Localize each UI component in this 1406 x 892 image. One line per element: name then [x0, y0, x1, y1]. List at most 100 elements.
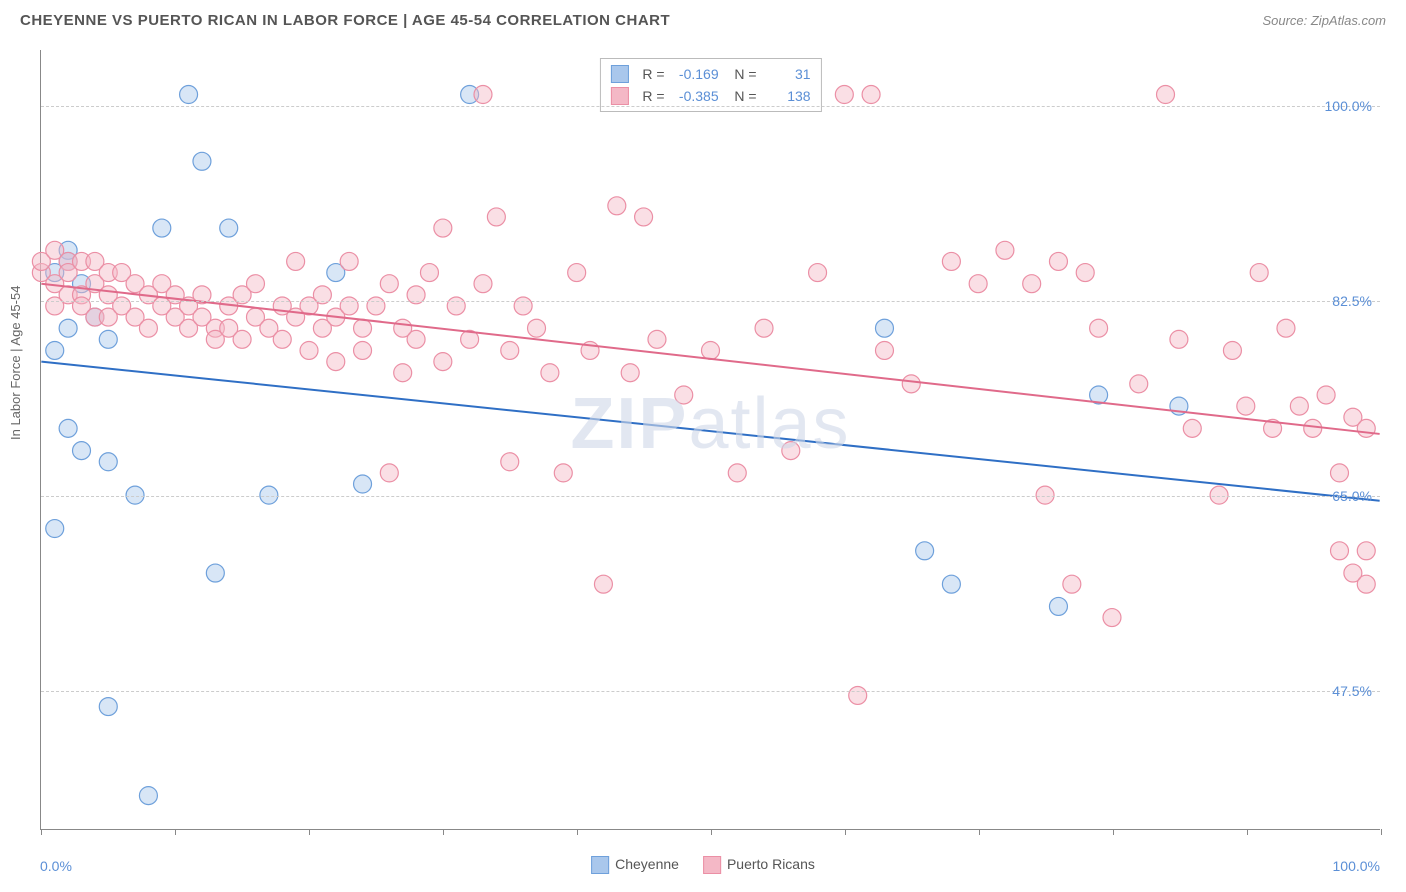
x-tick: [979, 829, 980, 835]
stat-r-value: -0.169: [673, 66, 719, 82]
x-tick: [309, 829, 310, 835]
data-point: [541, 364, 559, 382]
legend-item: Cheyenne: [591, 856, 679, 874]
legend-label: Puerto Ricans: [727, 856, 815, 872]
data-point: [233, 330, 251, 348]
data-point: [875, 319, 893, 337]
data-point: [514, 297, 532, 315]
data-point: [568, 264, 586, 282]
data-point: [554, 464, 572, 482]
y-tick-label: 47.5%: [1332, 683, 1372, 699]
stat-r-value: -0.385: [673, 88, 719, 104]
stats-legend-box: R = -0.169 N = 31 R = -0.385 N = 138: [599, 58, 821, 112]
data-point: [420, 264, 438, 282]
x-tick: [1113, 829, 1114, 835]
data-point: [407, 330, 425, 348]
data-point: [1076, 264, 1094, 282]
y-tick-label: 65.0%: [1332, 488, 1372, 504]
data-point: [1063, 575, 1081, 593]
data-point: [300, 341, 318, 359]
x-axis-min-label: 0.0%: [40, 858, 72, 874]
data-point: [474, 86, 492, 104]
stat-n-label: N =: [727, 88, 757, 104]
data-point: [1290, 397, 1308, 415]
data-point: [1049, 597, 1067, 615]
stat-n-value: 31: [765, 66, 811, 82]
data-point: [354, 475, 372, 493]
data-point: [1090, 319, 1108, 337]
data-point: [59, 319, 77, 337]
y-tick-label: 82.5%: [1332, 293, 1372, 309]
x-tick: [711, 829, 712, 835]
data-point: [367, 297, 385, 315]
data-point: [220, 219, 238, 237]
data-point: [73, 442, 91, 460]
stats-row: R = -0.385 N = 138: [610, 85, 810, 107]
data-point: [246, 275, 264, 293]
data-point: [1223, 341, 1241, 359]
chart-plot-area: ZIPatlas R =-0.169 N =31R =-0.385 N =138…: [40, 50, 1380, 830]
data-point: [380, 464, 398, 482]
data-point: [501, 341, 519, 359]
data-point: [139, 319, 157, 337]
y-axis-label: In Labor Force | Age 45-54: [8, 286, 23, 440]
stats-row: R =-0.169 N =31: [610, 63, 810, 85]
data-point: [782, 442, 800, 460]
data-point: [354, 319, 372, 337]
legend-swatch: [610, 65, 628, 83]
data-point: [809, 264, 827, 282]
data-point: [942, 252, 960, 270]
y-tick-label: 100.0%: [1325, 98, 1372, 114]
data-point: [206, 564, 224, 582]
data-point: [474, 275, 492, 293]
data-point: [273, 330, 291, 348]
x-tick: [443, 829, 444, 835]
data-point: [354, 341, 372, 359]
data-point: [434, 353, 452, 371]
stat-r-label: R =: [642, 88, 664, 104]
x-tick: [41, 829, 42, 835]
data-point: [1103, 609, 1121, 627]
data-point: [702, 341, 720, 359]
data-point: [193, 152, 211, 170]
data-point: [528, 319, 546, 337]
data-point: [902, 375, 920, 393]
chart-title: CHEYENNE VS PUERTO RICAN IN LABOR FORCE …: [20, 12, 670, 29]
data-point: [340, 252, 358, 270]
data-point: [447, 297, 465, 315]
data-point: [327, 353, 345, 371]
data-point: [1049, 252, 1067, 270]
data-point: [862, 86, 880, 104]
bottom-legend: Cheyenne Puerto Ricans: [591, 856, 815, 874]
header: CHEYENNE VS PUERTO RICAN IN LABOR FORCE …: [0, 0, 1406, 37]
data-point: [180, 86, 198, 104]
data-point: [340, 297, 358, 315]
data-point: [501, 453, 519, 471]
data-point: [1250, 264, 1268, 282]
data-point: [1157, 86, 1175, 104]
stat-n-value: 138: [765, 88, 811, 104]
data-point: [1357, 575, 1375, 593]
legend-swatch: [591, 856, 609, 874]
data-point: [942, 575, 960, 593]
data-point: [1317, 386, 1335, 404]
scatter-plot-svg: [41, 50, 1380, 829]
data-point: [1331, 542, 1349, 560]
stat-n-label: N =: [727, 66, 757, 82]
source-label: Source: ZipAtlas.com: [1262, 13, 1386, 28]
data-point: [875, 341, 893, 359]
data-point: [1130, 375, 1148, 393]
data-point: [849, 686, 867, 704]
data-point: [434, 219, 452, 237]
data-point: [99, 453, 117, 471]
data-point: [487, 208, 505, 226]
data-point: [99, 330, 117, 348]
data-point: [1170, 330, 1188, 348]
data-point: [287, 252, 305, 270]
data-point: [996, 241, 1014, 259]
x-tick: [1247, 829, 1248, 835]
data-point: [1277, 319, 1295, 337]
gridline: [41, 301, 1380, 302]
x-axis-max-label: 100.0%: [1333, 858, 1380, 874]
data-point: [916, 542, 934, 560]
